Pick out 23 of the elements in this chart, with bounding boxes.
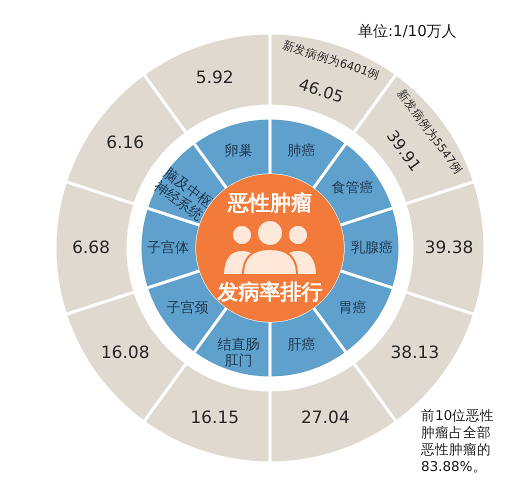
- text: 恶性肿瘤: [227, 191, 312, 215]
- category-label: 乳腺癌: [351, 240, 393, 256]
- data-label: 46.05: [296, 74, 346, 107]
- category-label: 子宫颈: [166, 300, 208, 316]
- category-label: 卵巢: [224, 142, 252, 159]
- data-label: 6.68: [72, 238, 110, 258]
- data-label: 16.15: [190, 408, 240, 428]
- data-label: 6.16: [106, 132, 144, 153]
- category-label: 结直肠肛门: [217, 337, 260, 370]
- category-label: 脑及中枢神经系统: [150, 165, 215, 224]
- data-label: 27.04: [300, 408, 350, 428]
- category-label: 胃癌: [338, 300, 367, 316]
- data-label: 38.13: [390, 343, 440, 364]
- category-label: 子宫体: [147, 240, 189, 256]
- data-label: 16.08: [100, 343, 150, 364]
- text: 发病率排行: [216, 280, 322, 304]
- category-label: 肝癌: [288, 337, 316, 354]
- data-label: 5.92: [196, 68, 234, 88]
- category-label: 食管癌: [332, 180, 374, 196]
- text: 单位:1/10万人: [358, 22, 457, 40]
- category-label: 肺癌: [288, 142, 316, 159]
- data-label: 39.38: [424, 238, 474, 258]
- text: 前10位恶性肿瘤占全部恶性肿瘤的83.88%。: [420, 408, 494, 475]
